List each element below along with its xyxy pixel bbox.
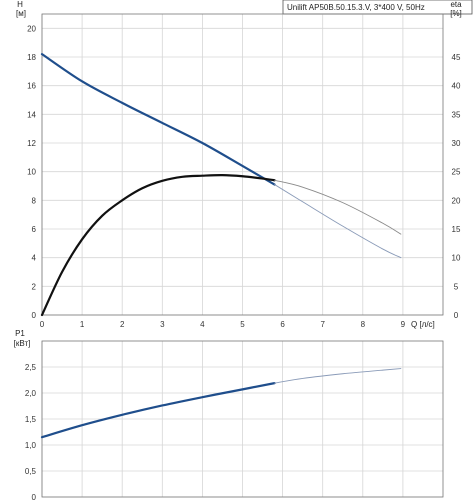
- y-right-unit: [%]: [450, 9, 462, 18]
- x-tick-label: 3: [160, 320, 165, 329]
- efficiency-curve-operating: [40, 173, 276, 317]
- upper-plot-frame: [41, 13, 444, 316]
- y-left-tick-label: 14: [27, 110, 36, 119]
- y-right-tick-label: 0: [454, 311, 459, 320]
- x-tick-label: 1: [80, 320, 85, 329]
- x-tick-label: 5: [240, 320, 245, 329]
- p1-tick-label: 0,5: [25, 467, 37, 476]
- p1-tick-label: 0: [32, 493, 37, 502]
- y-left-tick-label: 12: [27, 139, 36, 148]
- efficiency-curve-extension: [274, 179, 402, 235]
- y-right-tick-label: 40: [452, 82, 461, 91]
- y-left-tick-label: 2: [32, 282, 37, 291]
- lower-series: [40, 368, 402, 439]
- y-left-tick-label: 4: [32, 254, 37, 263]
- chart-title-box: Unilift AP50B.50.15.3.V, 3*400 V, 50Hz: [282, 0, 473, 15]
- y-right-tick-label: 15: [452, 225, 461, 234]
- head-curve-operating: [40, 53, 276, 186]
- x-tick-label: 0: [40, 320, 45, 329]
- y-left-tick-label: 6: [32, 225, 37, 234]
- x-tick-label: 7: [320, 320, 325, 329]
- x-tick-label: 2: [120, 320, 125, 329]
- p1-axis-unit: [кВт]: [14, 339, 31, 348]
- lower-tick-labels: 0 0,5 1,0 1,5 2,0 2,5: [25, 363, 37, 502]
- x-tick-label: 9: [401, 320, 406, 329]
- y-right-tick-label: 5: [454, 282, 459, 291]
- head-efficiency-panel: 0 1 2 3 4 5 6 7 8 9024681012141618200510152025303…: [16, 0, 462, 329]
- y-left-tick-label: 10: [27, 168, 36, 177]
- p1-tick-label: 2,5: [25, 363, 37, 372]
- y-right-tick-label: 35: [452, 110, 461, 119]
- y-left-tick-label: 16: [27, 82, 36, 91]
- head-curve-extension: [274, 184, 402, 259]
- p1-axis-label: P1: [15, 329, 25, 338]
- y-right-label: eta: [450, 0, 462, 9]
- power-curve-operating: [40, 382, 276, 439]
- y-left-label: H: [17, 0, 23, 9]
- chart-title: Unilift AP50B.50.15.3.V, 3*400 V, 50Hz: [287, 3, 425, 12]
- upper-series: [40, 53, 402, 317]
- power-curve-extension: [274, 368, 402, 384]
- y-right-tick-label: 10: [452, 254, 461, 263]
- x-tick-label: 4: [200, 320, 205, 329]
- y-right-tick-label: 30: [452, 139, 461, 148]
- p1-tick-label: 1,5: [25, 415, 37, 424]
- y-left-tick-label: 20: [27, 24, 36, 33]
- p1-tick-label: 1,0: [25, 441, 37, 450]
- y-right-tick-label: 45: [452, 53, 461, 62]
- y-right-tick-label: 20: [452, 196, 461, 205]
- y-left-tick-label: 18: [27, 53, 36, 62]
- y-left-tick-label: 8: [32, 196, 37, 205]
- p1-tick-label: 2,0: [25, 389, 37, 398]
- x-tick-label: 6: [280, 320, 285, 329]
- y-left-tick-label: 0: [32, 311, 37, 320]
- y-right-tick-label: 25: [452, 168, 461, 177]
- upper-tick-labels: 0 1 2 3 4 5 6 7 8 9024681012141618200510152025303…: [27, 24, 461, 329]
- x-tick-label: 8: [361, 320, 366, 329]
- lower-plot-frame: [41, 340, 444, 498]
- y-left-unit: [м]: [16, 9, 26, 18]
- power-panel: 0 0,5 1,0 1,5 2,0 2,5 P1 [кВт]: [14, 329, 444, 502]
- x-axis-label: Q [л/с]: [411, 320, 435, 329]
- upper-grid: [41, 14, 443, 316]
